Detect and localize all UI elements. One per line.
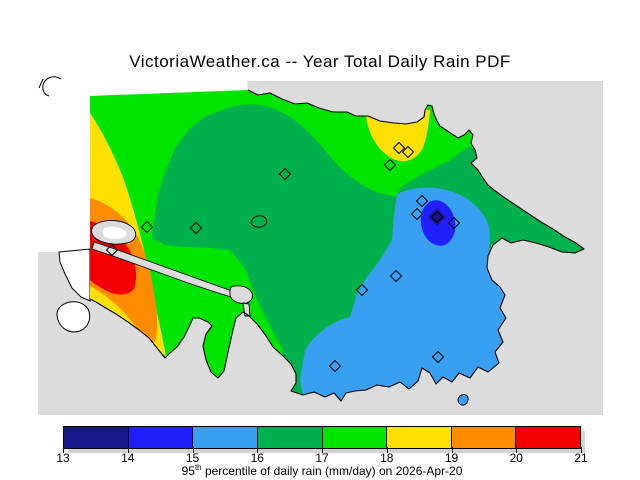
colorbar-segment-17-18 — [322, 427, 388, 448]
colorbar-tick — [581, 447, 582, 453]
station-marker — [328, 359, 342, 373]
station-marker — [140, 220, 154, 234]
caption-text: percentile of daily rain (mm/day) on 202… — [201, 464, 463, 478]
station-marker — [430, 210, 444, 224]
colorbar-tick-label: 13 — [56, 451, 70, 465]
colorbar-ticks — [63, 447, 582, 453]
colorbar-tick-label: 16 — [250, 451, 264, 465]
colorbar-segment-13-14 — [64, 427, 129, 448]
colorbar-tick-labels: 13 14 15 16 17 18 19 20 21 — [56, 451, 587, 465]
colorbar-tick-label: 21 — [574, 451, 588, 465]
caption-number: 95 — [181, 464, 195, 478]
outside-region-northwest — [38, 81, 248, 252]
colorbar-tick-label: 14 — [121, 451, 135, 465]
land-pocket-sooke — [56, 301, 91, 333]
station-marker — [389, 269, 403, 283]
coastline — [89, 89, 585, 402]
station-marker — [447, 216, 461, 230]
station-marker — [189, 221, 203, 235]
colorbar-segment-18-19 — [387, 427, 452, 448]
basin-islet — [102, 226, 127, 239]
coast-fragment-northwest — [42, 76, 62, 97]
colorbar-segment-16-17 — [257, 427, 323, 448]
station-marker — [355, 283, 369, 297]
station-marker — [410, 207, 424, 221]
colorbar-tick-label: 15 — [185, 451, 200, 465]
caption-superscript: th — [194, 463, 202, 472]
station-marker — [392, 141, 406, 155]
colorbar-segment-20-21 — [516, 427, 580, 448]
station-marker — [105, 243, 119, 257]
colorbar-tick — [386, 447, 388, 453]
inlet-pond — [229, 285, 253, 304]
station-marker — [431, 350, 445, 364]
station-marker — [383, 158, 397, 172]
small-island — [457, 394, 469, 406]
colorbar-segment-15-16 — [193, 427, 258, 448]
colorbar-tick — [451, 447, 453, 453]
contour-15-16 — [300, 187, 506, 401]
colorbar-tick — [192, 447, 194, 453]
lake-outline — [250, 215, 267, 228]
inland-waters — [91, 220, 253, 317]
colorbar-tick-label: 19 — [444, 451, 459, 465]
coast-fragment-tick — [38, 78, 44, 89]
colorbar-tick — [516, 447, 518, 453]
colorbar-caption: 95th percentile of daily rain (mm/day) o… — [63, 463, 581, 478]
colorbar-tick-label: 17 — [315, 451, 329, 465]
station-markers — [105, 141, 461, 373]
page-title: VictoriaWeather.ca -- Year Total Daily R… — [129, 52, 511, 71]
colorbar-tick-label: 20 — [509, 451, 523, 465]
colorbar-tick-label: 18 — [380, 451, 394, 465]
station-marker — [415, 194, 429, 208]
colorbar-tick — [257, 447, 259, 453]
station-marker — [401, 145, 415, 159]
colorbar-tick — [322, 447, 323, 453]
colorbar-segment-14-15 — [128, 427, 194, 448]
colorbar-tick — [63, 447, 64, 453]
colorbar-tick — [127, 447, 129, 453]
station-marker — [429, 209, 445, 225]
colorbar — [63, 426, 581, 449]
colorbar-segment-19-20 — [451, 427, 517, 448]
station-marker — [278, 167, 292, 181]
